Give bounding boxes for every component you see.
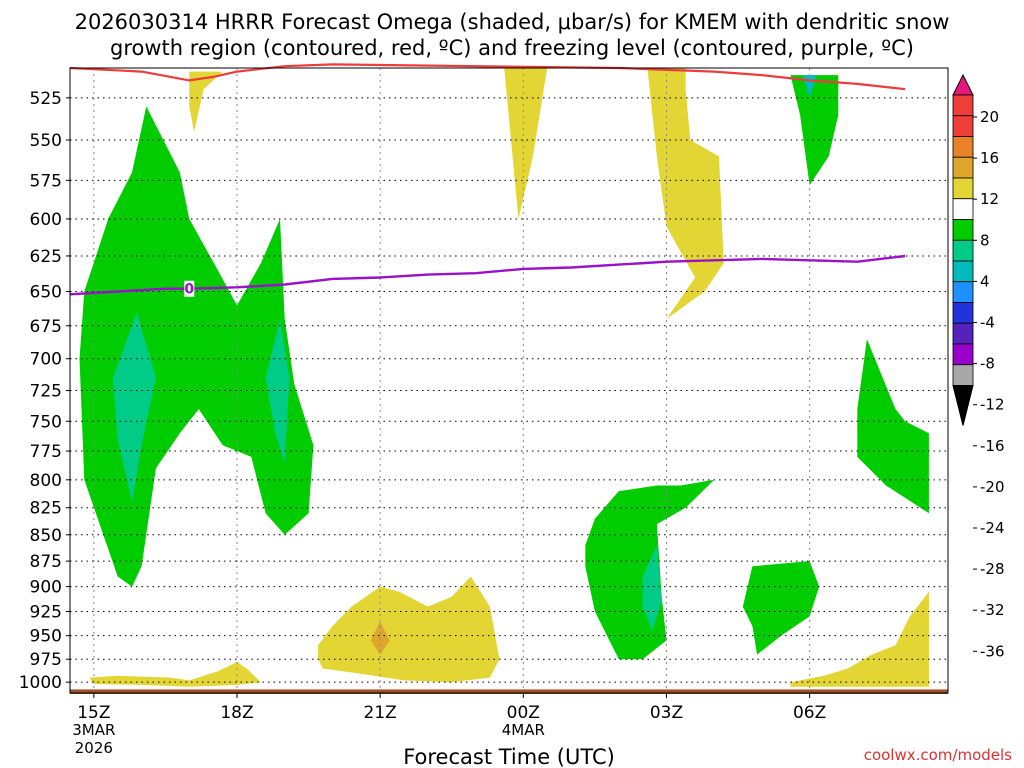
omega-region-10 xyxy=(504,68,548,219)
y-tick-label-750: 750 xyxy=(30,412,62,432)
chart-title-line1: 2026030314 HRRR Forecast Omega (shaded, … xyxy=(75,10,950,34)
colorbar-swatch-10 xyxy=(952,302,974,324)
colorbar-label-11: -28 xyxy=(980,560,1005,578)
colorbar-label-7: -12 xyxy=(980,396,1005,414)
colorbar-swatch-8 xyxy=(952,260,974,283)
colorbar-swatch-0 xyxy=(952,94,974,117)
y-tick-label-825: 825 xyxy=(30,499,62,519)
colorbar-swatch-13 xyxy=(952,364,974,386)
plot-frame xyxy=(69,67,949,694)
colorbar-swatch-9 xyxy=(952,281,974,303)
chart-title-line2: growth region (contoured, red, ºC) and f… xyxy=(110,36,914,60)
colorbar-swatch-11 xyxy=(952,322,974,345)
colorbar-label-2: 12 xyxy=(980,190,999,208)
x-tick-date-15Z: 3MAR xyxy=(72,721,115,739)
y-tick-label-925: 925 xyxy=(30,602,62,622)
y-tick-label-975: 975 xyxy=(30,650,62,670)
x-axis-label: Forecast Time (UTC) xyxy=(403,745,615,768)
surface-terrain xyxy=(70,689,948,694)
omega-region-14 xyxy=(89,662,261,687)
colorbar-swatch-2 xyxy=(952,136,974,158)
colorbar-label-6: -8 xyxy=(980,355,995,373)
y-tick-label-850: 850 xyxy=(30,526,62,546)
omega-region-4 xyxy=(642,545,662,631)
omega-region-12 xyxy=(318,576,500,683)
colorbar-swatch-1 xyxy=(952,115,974,137)
watermark: coolwx.com/models xyxy=(864,746,1012,764)
y-tick-label-900: 900 xyxy=(30,578,62,598)
colorbar-swatch-7 xyxy=(952,239,974,262)
y-tick-label-800: 800 xyxy=(30,471,62,491)
x-tick-label-00Z: 00Z xyxy=(507,703,540,723)
colorbar-top-arrow xyxy=(952,73,974,96)
y-tick-label-550: 550 xyxy=(30,131,62,151)
y-tick-label-725: 725 xyxy=(30,382,62,402)
y-tick-label-625: 625 xyxy=(30,247,62,267)
colorbar-label-5: -4 xyxy=(980,314,995,332)
omega-region-6 xyxy=(857,339,929,514)
colorbar-swatch-4 xyxy=(952,177,974,200)
x-tick-label-15Z: 15Z xyxy=(77,703,110,723)
y-tick-label-875: 875 xyxy=(30,552,62,572)
colorbar-label-13: -36 xyxy=(980,642,1005,660)
colorbar-label-4: 4 xyxy=(980,272,990,290)
x-tick-year-15Z: 2026 xyxy=(75,739,113,757)
omega-region-9 xyxy=(189,71,223,132)
omega-region-13 xyxy=(370,621,390,655)
omega-region-5 xyxy=(742,561,820,655)
omega-region-7 xyxy=(790,75,839,186)
freezing-level-label: 0 xyxy=(184,282,194,298)
colorbar-label-9: -20 xyxy=(980,478,1005,496)
omega-region-1 xyxy=(112,312,156,503)
y-tick-label-675: 675 xyxy=(30,317,62,337)
y-tick-label-775: 775 xyxy=(30,442,62,462)
y-tick-label-650: 650 xyxy=(30,283,62,303)
x-tick-date-00Z: 4MAR xyxy=(502,721,545,739)
colorbar-label-12: -32 xyxy=(980,601,1005,619)
colorbar-bottom-arrow xyxy=(952,385,974,426)
omega-region-2 xyxy=(265,319,290,463)
x-tick-label-03Z: 03Z xyxy=(650,703,683,723)
colorbar-label-10: -24 xyxy=(980,519,1005,537)
x-tick-label-06Z: 06Z xyxy=(793,703,826,723)
y-tick-label-950: 950 xyxy=(30,627,62,647)
omega-region-15 xyxy=(790,591,929,687)
x-tick-label-21Z: 21Z xyxy=(364,703,397,723)
colorbar-swatch-12 xyxy=(952,343,974,366)
y-tick-label-700: 700 xyxy=(30,350,62,370)
y-tick-label-525: 525 xyxy=(30,89,62,109)
colorbar-label-1: 16 xyxy=(980,149,999,167)
colorbar-label-0: 20 xyxy=(980,108,999,126)
y-tick-label-575: 575 xyxy=(30,171,62,191)
freezing-label-bg xyxy=(184,280,195,297)
y-tick-label-1000: 1000 xyxy=(19,673,62,693)
colorbar-label-3: 8 xyxy=(980,231,990,249)
x-tick-label-18Z: 18Z xyxy=(220,703,253,723)
colorbar-swatch-5 xyxy=(952,198,974,220)
y-tick-label-600: 600 xyxy=(30,210,62,230)
omega-region-11 xyxy=(647,68,724,319)
colorbar-swatch-3 xyxy=(952,156,974,179)
dendritic-growth-contour xyxy=(69,63,906,91)
colorbar-swatch-6 xyxy=(952,219,974,241)
colorbar-label-8: -16 xyxy=(980,437,1005,455)
